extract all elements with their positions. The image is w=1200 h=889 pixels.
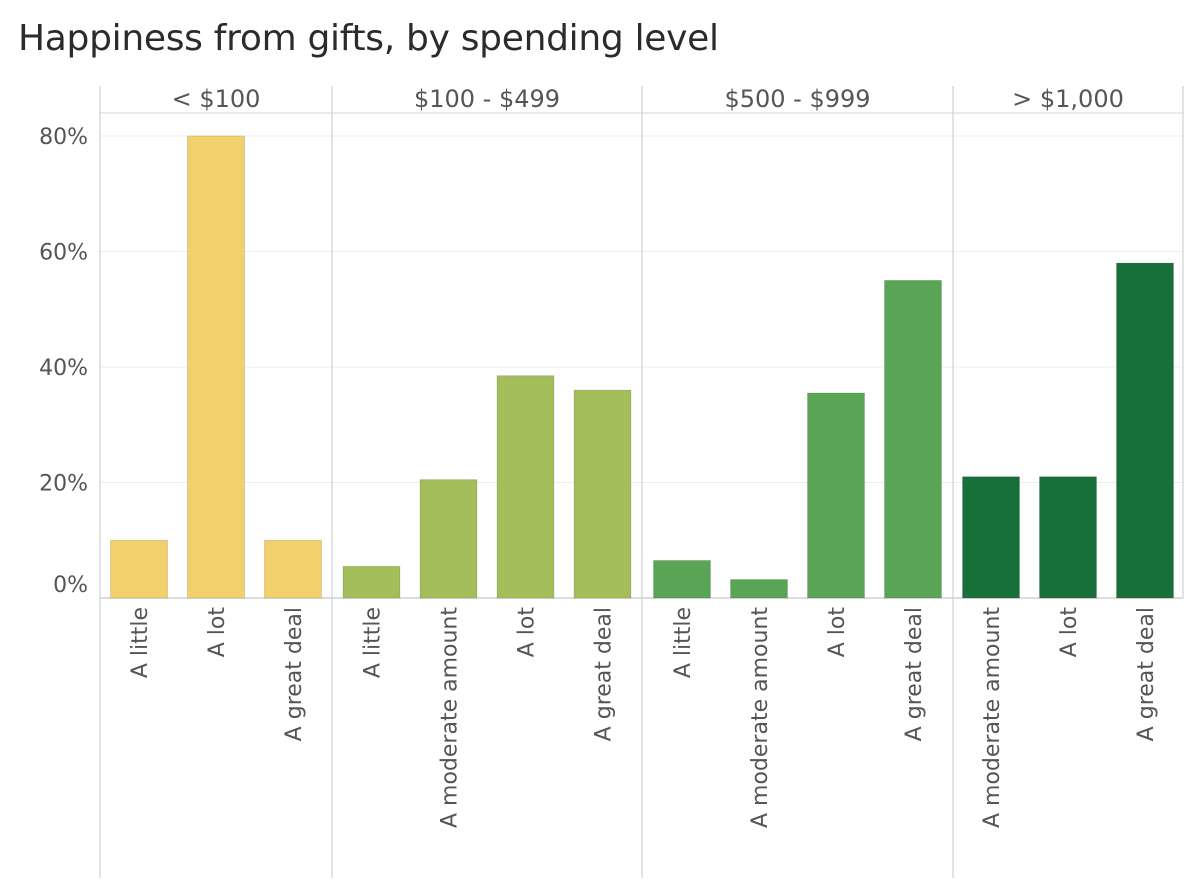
y-axis-ticks: 0% 20% 40% 60% 80% [39, 125, 88, 598]
x-category-label: A great deal [282, 607, 307, 741]
panel-header-label: < $100 [172, 85, 261, 113]
y-tick-label: 40% [39, 356, 88, 381]
bars [110, 135, 1174, 599]
y-tick-label: 0% [53, 573, 88, 598]
panel-header-label: > $1,000 [1012, 85, 1124, 113]
bar [962, 476, 1020, 599]
bar [807, 392, 865, 599]
x-category-label: A lot [515, 607, 540, 658]
bar [1039, 476, 1097, 599]
bar [730, 579, 788, 599]
x-category-label: A little [361, 607, 386, 678]
bar [573, 389, 632, 599]
y-tick-label: 20% [39, 472, 88, 497]
x-category-label: A lot [825, 607, 850, 658]
x-category-label: A great deal [592, 607, 617, 741]
bar [110, 539, 168, 599]
y-tick-label: 60% [39, 241, 88, 266]
x-category-label: A lot [205, 607, 230, 658]
panel-headers: < $100 $100 - $499 $500 - $999 > $1,000 [172, 85, 1124, 113]
bar [342, 565, 401, 599]
x-category-label: A great deal [1134, 607, 1159, 741]
chart-title: Happiness from gifts, by spending level [18, 18, 719, 59]
bar [1116, 262, 1174, 599]
x-category-label: A little [671, 607, 696, 678]
x-axis-category-labels: A little A lot A great deal A little A moder… [128, 607, 1159, 828]
y-tick-label: 80% [39, 125, 88, 150]
x-category-label: A great deal [902, 607, 927, 741]
bar [884, 279, 942, 599]
bar [187, 135, 245, 599]
bar [264, 539, 322, 599]
x-category-label: A moderate amount [438, 607, 463, 828]
bar [653, 559, 711, 599]
x-category-label: A lot [1057, 607, 1082, 658]
x-category-label: A moderate amount [748, 607, 773, 828]
bar [496, 375, 555, 599]
panel-header-label: $500 - $999 [724, 85, 870, 113]
x-category-label: A moderate amount [980, 607, 1005, 828]
panel-header-label: $100 - $499 [414, 85, 560, 113]
x-category-label: A little [128, 607, 153, 678]
bar [419, 479, 478, 599]
